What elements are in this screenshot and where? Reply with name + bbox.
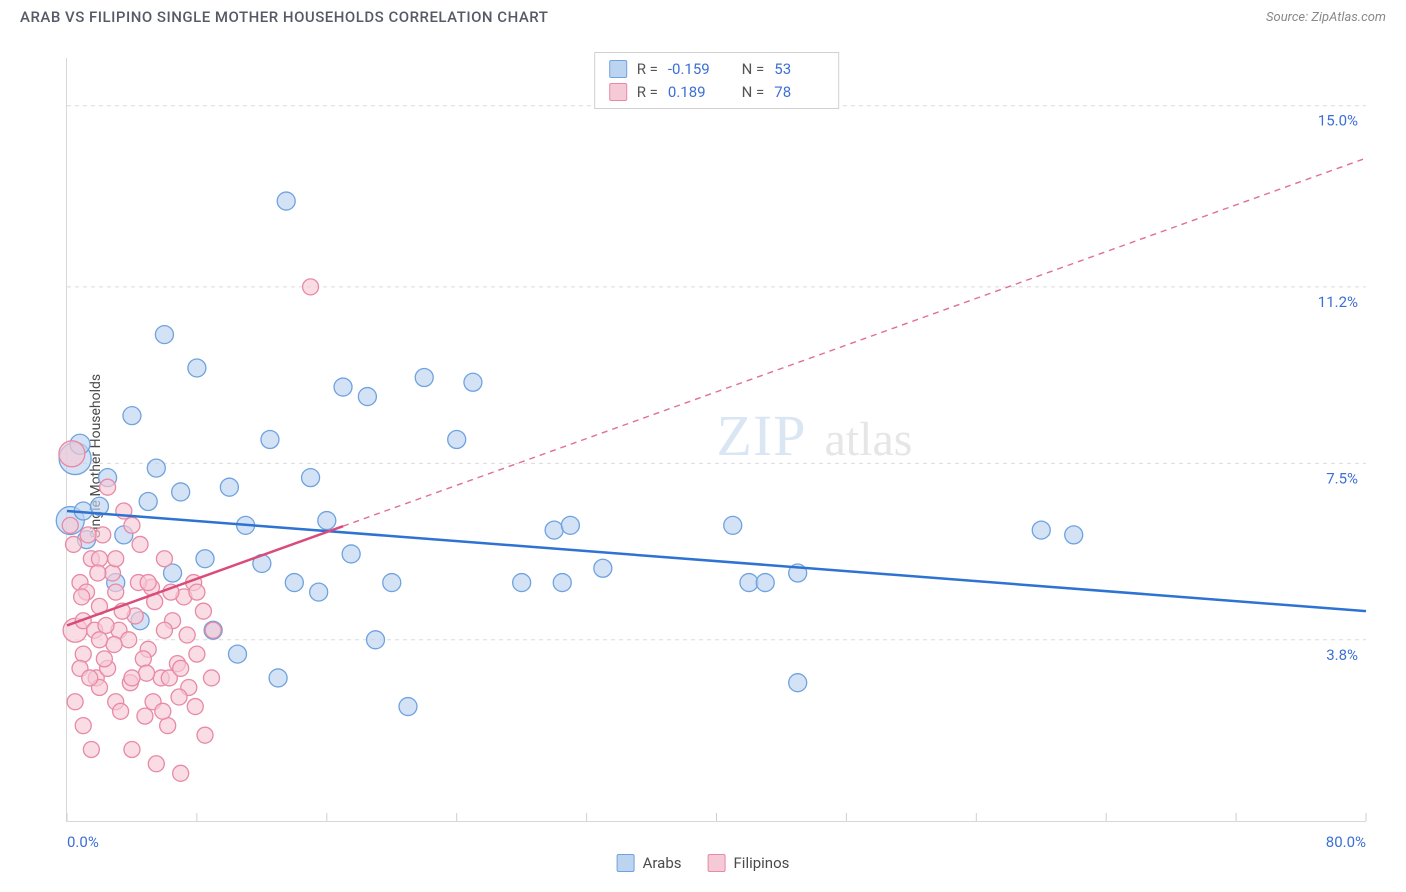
- svg-text:11.2%: 11.2%: [1318, 293, 1358, 311]
- svg-text:7.5%: 7.5%: [1326, 469, 1358, 487]
- swatch-icon: [617, 854, 635, 872]
- stat-n-value: 53: [774, 58, 824, 81]
- stat-r-label: R =: [637, 81, 658, 104]
- legend-item-arabs: Arabs: [617, 854, 682, 872]
- stats-box: R = -0.159 N = 53 R = 0.189 N = 78: [594, 52, 840, 109]
- stat-r-value: -0.159: [668, 58, 718, 81]
- stat-r-value: 0.189: [668, 81, 718, 104]
- svg-text:atlas: atlas: [825, 413, 913, 466]
- swatch-icon: [609, 60, 627, 78]
- legend: Arabs Filipinos: [617, 854, 790, 872]
- stat-n-label: N =: [742, 81, 765, 104]
- legend-label: Filipinos: [734, 854, 790, 872]
- source-label: Source: ZipAtlas.com: [1266, 10, 1386, 25]
- svg-text:ZIP: ZIP: [717, 403, 807, 468]
- svg-text:3.8%: 3.8%: [1326, 646, 1358, 664]
- header: ARAB VS FILIPINO SINGLE MOTHER HOUSEHOLD…: [0, 0, 1406, 32]
- stat-n-value: 78: [774, 81, 824, 104]
- legend-item-filipinos: Filipinos: [708, 854, 790, 872]
- stats-row-filipinos: R = 0.189 N = 78: [609, 81, 825, 104]
- chart-title: ARAB VS FILIPINO SINGLE MOTHER HOUSEHOLD…: [20, 8, 548, 26]
- svg-text:15.0%: 15.0%: [1318, 112, 1358, 130]
- swatch-icon: [708, 854, 726, 872]
- plot-svg: 15.0%11.2%7.5%3.8%0.0%80.0%ZIPatlas: [67, 58, 1366, 821]
- svg-text:80.0%: 80.0%: [1326, 833, 1366, 851]
- swatch-icon: [609, 83, 627, 101]
- plot-area: 15.0%11.2%7.5%3.8%0.0%80.0%ZIPatlas R = …: [66, 58, 1366, 822]
- chart-container: Single Mother Households 15.0%11.2%7.5%3…: [20, 40, 1386, 872]
- svg-text:0.0%: 0.0%: [67, 833, 99, 851]
- stats-row-arabs: R = -0.159 N = 53: [609, 58, 825, 81]
- stat-n-label: N =: [742, 58, 765, 81]
- stat-r-label: R =: [637, 58, 658, 81]
- legend-label: Arabs: [643, 854, 682, 872]
